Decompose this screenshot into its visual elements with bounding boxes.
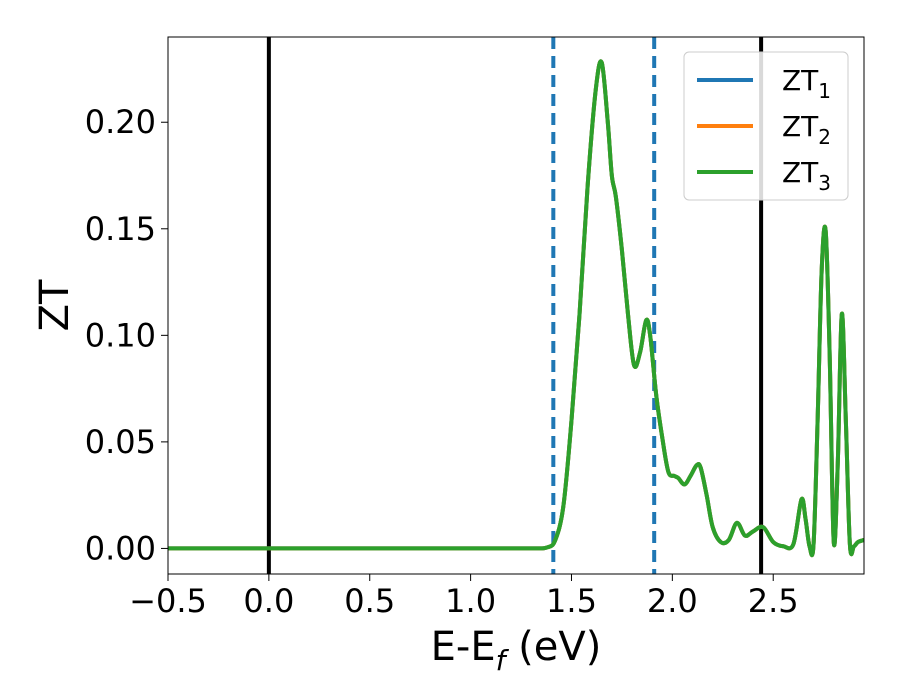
x-tick-label-5: 2.0 [647, 582, 698, 620]
legend-label-sub-1: 1 [818, 79, 831, 103]
legend-label-sub-2: 2 [818, 125, 831, 149]
y-tick-label-1: 0.05 [85, 423, 156, 461]
y-tick-label-2: 0.10 [85, 316, 156, 354]
legend-label-sub-3: 3 [818, 171, 831, 195]
x-tick-label-0: −0.5 [129, 582, 207, 620]
x-tick-label-3: 1.0 [445, 582, 496, 620]
legend-label-3: ZT3 [782, 156, 831, 195]
series-layer [168, 59, 864, 558]
y-axis-label: ZT [32, 279, 78, 331]
x-tick-label-2: 0.5 [344, 582, 395, 620]
y-tick-label-3: 0.15 [85, 210, 156, 248]
legend-label-2: ZT2 [782, 110, 831, 149]
legend-label-main-1: ZT [782, 64, 819, 97]
plot-frame [167, 36, 865, 575]
y-tick-label-0: 0.00 [85, 529, 156, 567]
legend-label-main-3: ZT [782, 156, 819, 189]
series-line-3 [168, 59, 864, 558]
x-tick-label-6: 2.5 [748, 582, 799, 620]
x-axis-label-unit: (eV) [505, 624, 601, 670]
x-tick-label-4: 1.5 [546, 582, 597, 620]
legend-label-main-2: ZT [782, 110, 819, 143]
y-tick-label-4: 0.20 [85, 103, 156, 141]
x-axis-label: E-Ef (eV) [431, 624, 602, 677]
x-axis: −0.5 0.0 0.5 1.0 1.5 2.0 2.5 [129, 574, 799, 620]
legend-box [683, 51, 849, 201]
x-axis-label-main: E-E [431, 624, 496, 670]
legend-label-1: ZT1 [782, 64, 831, 103]
y-axis: 0.00 0.05 0.10 0.15 0.20 [85, 103, 168, 567]
x-tick-label-1: 0.0 [243, 582, 294, 620]
